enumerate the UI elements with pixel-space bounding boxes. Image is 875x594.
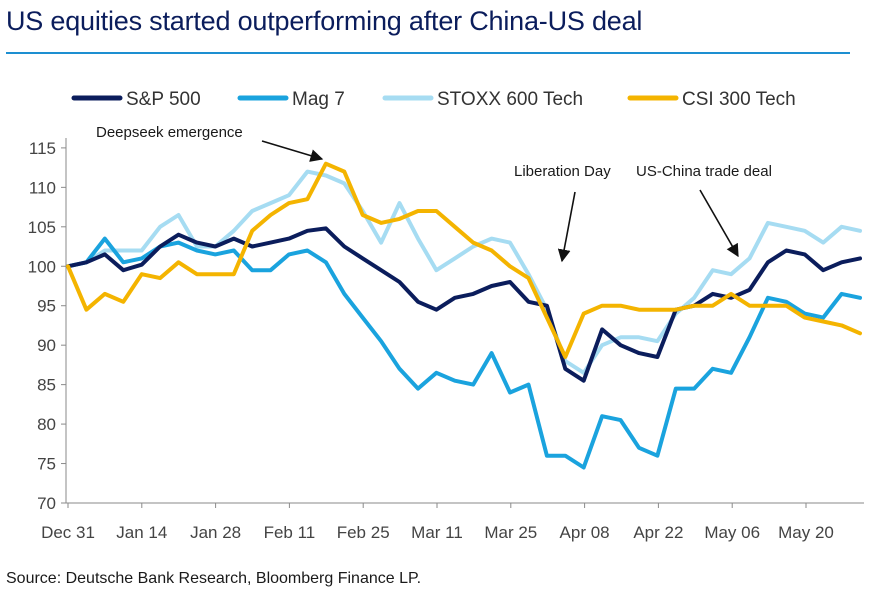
legend-label: CSI 300 Tech <box>682 89 796 110</box>
annotation-label: Deepseek emergence <box>96 124 243 141</box>
y-tick-label: 90 <box>37 336 56 355</box>
legend-label: Mag 7 <box>292 89 345 110</box>
x-tick-label: Apr 08 <box>560 523 610 542</box>
legend-label: S&P 500 <box>126 89 201 110</box>
annotation-layer: Deepseek emergence Liberation Day US-China… <box>96 124 772 263</box>
x-tick-label: May 06 <box>704 523 760 542</box>
y-tick-label: 110 <box>29 178 56 197</box>
annotation-arrow <box>557 191 576 263</box>
x-tick-label: Jan 28 <box>190 523 241 542</box>
x-tick-label: May 20 <box>778 523 834 542</box>
chart-source-note: Source: Deutsche Bank Research, Bloomber… <box>6 570 422 587</box>
y-tick-label: 75 <box>37 455 56 474</box>
y-tick-label: 80 <box>37 415 56 434</box>
annotation-arrow <box>261 140 324 162</box>
y-tick-label: 105 <box>28 218 56 237</box>
chart-title: US equities started outperforming after … <box>6 6 643 36</box>
y-tick-label: 70 <box>37 494 56 513</box>
y-tick-label: 115 <box>29 139 56 158</box>
series-layer <box>66 161 862 470</box>
annotation-arrow <box>699 189 739 258</box>
x-tick-label: Feb 25 <box>337 523 390 542</box>
x-tick-label: Apr 22 <box>633 523 683 542</box>
y-tick-label: 85 <box>37 376 56 395</box>
x-tick-label: Feb 11 <box>264 523 316 542</box>
chart-legend: S&P 500 Mag 7 STOXX 600 Tech CSI 300 Tech <box>71 89 796 110</box>
x-tick-label: Mar 25 <box>484 523 537 542</box>
annotation-label: Liberation Day <box>514 163 611 180</box>
y-tick-label: 100 <box>28 257 56 276</box>
title-divider <box>6 52 850 54</box>
x-tick-label: Mar 11 <box>411 523 463 542</box>
x-tick-label: Jan 14 <box>116 523 167 542</box>
legend-label: STOXX 600 Tech <box>437 89 583 110</box>
series-line-stoxx-600-tech <box>66 169 862 375</box>
series-line-csi-300-tech <box>66 161 862 359</box>
series-line-mag-7 <box>66 236 862 470</box>
annotation-label: US-China trade deal <box>636 163 772 180</box>
x-tick-label: Dec 31 <box>41 523 95 542</box>
y-axis: 70 75 80 85 90 95 100 105 110 115 <box>28 138 67 513</box>
x-axis: Dec 31 Jan 14 Jan 28 Feb 11 Feb 25 Mar 11 Mar … <box>41 502 864 542</box>
y-tick-label: 95 <box>37 297 56 316</box>
